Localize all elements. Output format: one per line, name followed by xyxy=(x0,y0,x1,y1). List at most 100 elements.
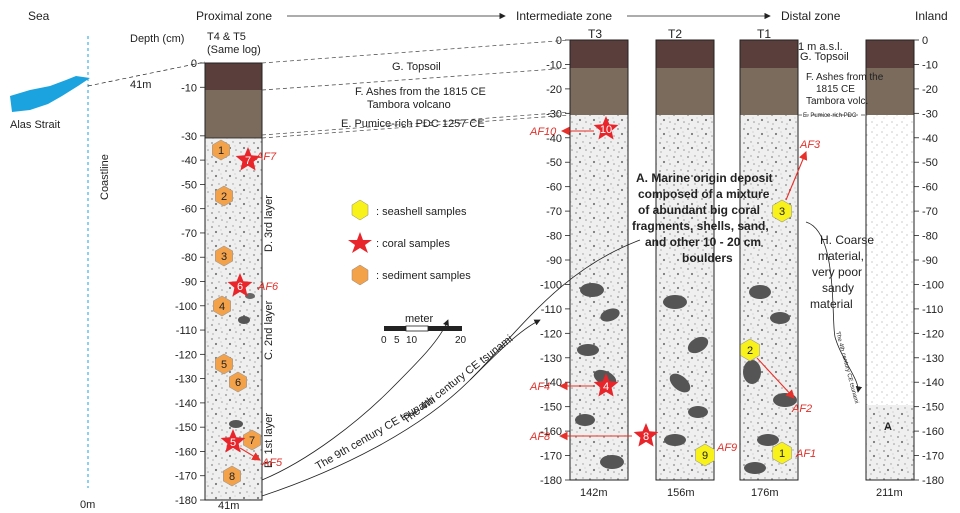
zone-distal: Distal zone xyxy=(781,9,841,23)
zone-inland: Inland xyxy=(915,9,948,23)
svg-text:10: 10 xyxy=(406,335,418,346)
same-log-label: (Same log) xyxy=(207,44,261,56)
left-axis-tick-label: -100 xyxy=(175,301,197,313)
right-depth-axis: 0 -10 -20 -30 -40 -50 -60 -70 -80 -90 -100 -110 -120… xyxy=(914,35,944,487)
shell-sample-2: 2 xyxy=(740,338,760,362)
distance-176m: 176m xyxy=(751,487,779,499)
right-axis-tick-label: -40 xyxy=(922,133,938,145)
af4-label: AF4 xyxy=(529,381,550,393)
ground-surface-line xyxy=(87,61,206,87)
left-axis-tick-label: -70 xyxy=(181,228,197,240)
t2-label: T2 xyxy=(668,27,682,41)
right-axis-tick-label: -140 xyxy=(922,377,944,389)
right-axis-tick-label: -50 xyxy=(922,157,938,169)
h-curve-arrow xyxy=(805,221,863,393)
layer-g-label: G. Topsoil xyxy=(392,61,441,73)
t4t5-clast xyxy=(238,316,250,324)
mid-axis-tick-label: -170 xyxy=(540,451,562,463)
left-axis-tick-label: -170 xyxy=(175,471,197,483)
svg-text:5: 5 xyxy=(230,437,236,449)
right-axis-tick-label: -30 xyxy=(922,108,938,120)
fourth-curve-arrow xyxy=(469,319,541,381)
layer-h-description: H. Coarse material, very poor sandy mate… xyxy=(810,233,874,311)
small-tsunami-label: The 4th century CE tsunami xyxy=(834,331,859,404)
af5-label: AF5 xyxy=(261,457,283,469)
left-axis-tick-label: -130 xyxy=(175,374,197,386)
p1-column xyxy=(865,39,915,481)
t1-column xyxy=(739,39,799,481)
mid-axis-tick-label: -140 xyxy=(540,377,562,389)
svg-text:very poor: very poor xyxy=(812,265,862,279)
t3-label: T3 xyxy=(588,27,602,41)
zone-proximal: Proximal zone xyxy=(196,9,272,23)
t4t5-topsoil xyxy=(205,63,262,90)
mid-axis-tick-label: -180 xyxy=(540,475,562,487)
af2-arrow xyxy=(756,357,795,399)
legend-coral-icon xyxy=(348,232,372,253)
middle-depth-axis: 0-10-20-30-40-50-60-70-80-90-100-110-120… xyxy=(540,35,570,487)
af1-label: AF1 xyxy=(795,448,816,460)
sediment-sample-2: 2 xyxy=(215,185,233,207)
left-axis-tick-label: -60 xyxy=(181,204,197,216)
mid-axis-tick-label: -70 xyxy=(546,206,562,218)
right-axis-tick-label: -80 xyxy=(922,231,938,243)
sediment-sample-1: 1 xyxy=(212,139,230,161)
sediment-sample-4: 4 xyxy=(213,295,231,317)
mid-axis-tick-label: -120 xyxy=(540,328,562,340)
right-axis-tick-label: -60 xyxy=(922,182,938,194)
left-axis-tick-label: -110 xyxy=(176,325,197,337)
mid-axis-tick-label: -160 xyxy=(540,426,562,438)
zone-intermediate: Intermediate zone xyxy=(516,9,612,23)
distance-211m: 211m xyxy=(876,487,903,499)
layer-e-right: E. Pumice-rich PDC xyxy=(803,113,857,119)
svg-text:fragments, shells, sand,: fragments, shells, sand, xyxy=(632,219,769,233)
svg-text:5: 5 xyxy=(394,335,400,346)
layer-a-description: A. Marine origin deposit composed of a m… xyxy=(632,171,773,265)
layer-c-label: C. 2nd layer xyxy=(263,300,275,360)
distance-41m-top: 41m xyxy=(130,79,151,91)
mid-axis-tick-label: -110 xyxy=(541,304,562,316)
t4t5-clast xyxy=(229,420,243,428)
right-axis-tick-label: -160 xyxy=(922,426,944,438)
layer-g-right: G. Topsoil xyxy=(800,51,849,63)
right-axis-tick-label: -20 xyxy=(922,84,938,96)
right-axis-tick-label: 0 xyxy=(922,35,928,47)
t1-label: T1 xyxy=(757,27,771,41)
t2-column xyxy=(655,39,715,481)
correlation-lines xyxy=(261,39,866,139)
distance-41m: 41m xyxy=(218,500,239,512)
left-axis-tick-label: -10 xyxy=(181,82,197,94)
sediment-sample-3: 3 xyxy=(215,245,233,267)
svg-text:material,: material, xyxy=(818,249,864,263)
svg-text:boulders: boulders xyxy=(682,251,733,265)
legend-sediment-label: : sediment samples xyxy=(376,270,471,282)
sea-water-shape xyxy=(10,76,90,112)
svg-text:8: 8 xyxy=(643,431,649,443)
svg-text:5: 5 xyxy=(221,359,227,371)
mid-axis-tick-label: -90 xyxy=(546,255,562,267)
left-axis-tick-label: -50 xyxy=(181,179,197,191)
t4t5-label: T4 & T5 xyxy=(207,31,246,43)
af10-label: AF10 xyxy=(529,126,557,138)
svg-text:7: 7 xyxy=(249,435,255,447)
coral-sample-8: 8 xyxy=(633,423,659,447)
layer-e-label: E. Pumice-rich PDC 1257 CE xyxy=(341,118,485,130)
right-axis-tick-label: -10 xyxy=(922,59,938,71)
svg-text:6: 6 xyxy=(235,377,241,389)
left-axis-tick-label: -140 xyxy=(175,398,197,410)
coral-sample-7: 7 xyxy=(235,147,261,171)
shell-sample-3: 3 xyxy=(772,199,792,223)
sediment-sample-7: 7 xyxy=(243,429,262,451)
layer-f-right-2: 1815 CE xyxy=(816,84,855,95)
mid-axis-tick-label: -50 xyxy=(546,157,562,169)
distance-156m: 156m xyxy=(667,487,695,499)
legend-shell-label: : seashell samples xyxy=(376,206,467,218)
svg-text:2: 2 xyxy=(221,191,227,203)
svg-text:H. Coarse: H. Coarse xyxy=(820,233,874,247)
svg-text:7: 7 xyxy=(245,155,251,167)
mid-axis-tick-label: -10 xyxy=(546,59,562,71)
left-axis-tick-label: -90 xyxy=(181,277,197,289)
legend-shell-icon xyxy=(351,199,369,221)
mid-axis-tick-label: -40 xyxy=(546,133,562,145)
left-axis-tick-label: -180 xyxy=(175,495,197,507)
